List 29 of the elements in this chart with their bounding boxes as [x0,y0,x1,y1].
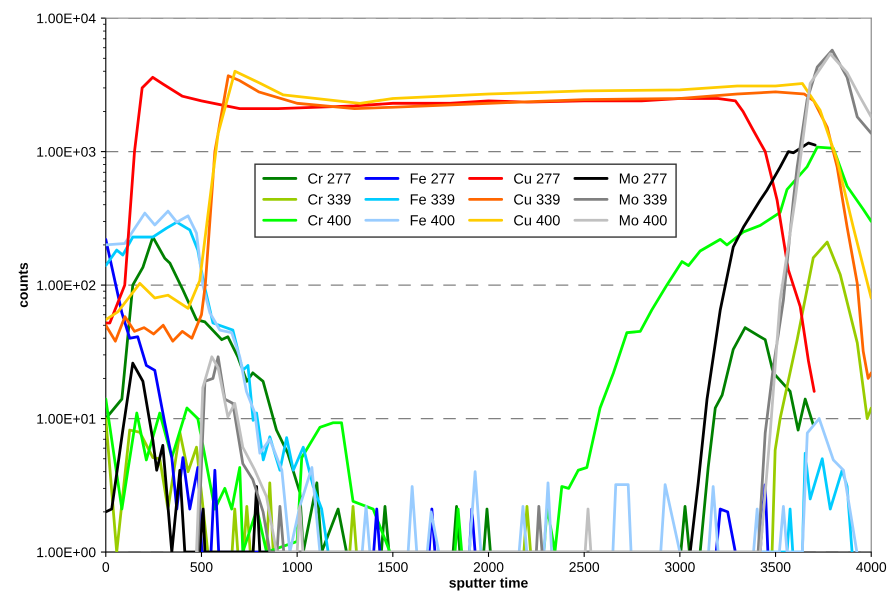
x-tick-label: 3000 [664,562,695,572]
legend-label: Fe 400 [410,215,454,226]
y-tick-label: 1.00E+04 [37,13,96,24]
x-tick-label: 3500 [760,562,790,572]
y-tick-label: 1.00E+03 [37,146,96,157]
x-tick-label: 4000 [856,562,886,572]
legend-label: Fe 339 [410,194,454,205]
legend-label: Mo 400 [620,215,667,226]
legend-label: Cu 277 [514,173,560,184]
x-tick-label: 1000 [282,562,312,572]
x-tick-label: 2000 [474,562,504,572]
y-tick-label: 1.00E+00 [37,547,96,558]
x-tick-label: 500 [190,562,213,572]
x-axis-title: sputter time [449,578,528,590]
line-series [106,70,872,322]
legend-label: Cr 339 [308,194,351,205]
legend-label: Cu 339 [514,194,560,205]
legend-label: Mo 339 [620,194,667,205]
x-tick-label: 1500 [378,562,408,572]
legend-label: Mo 277 [620,173,667,184]
x-tick-label: 0 [102,562,110,572]
y-axis-title: counts [18,262,28,308]
y-tick-label: 1.00E+01 [37,414,96,424]
legend-label: Cu 400 [514,215,560,226]
y-tick-label: 1.00E+02 [37,280,96,290]
legend-label: Fe 277 [410,173,454,184]
legend-label: Cr 400 [308,215,351,226]
legend-label: Cr 277 [308,173,351,184]
x-tick-label: 2500 [569,562,600,572]
